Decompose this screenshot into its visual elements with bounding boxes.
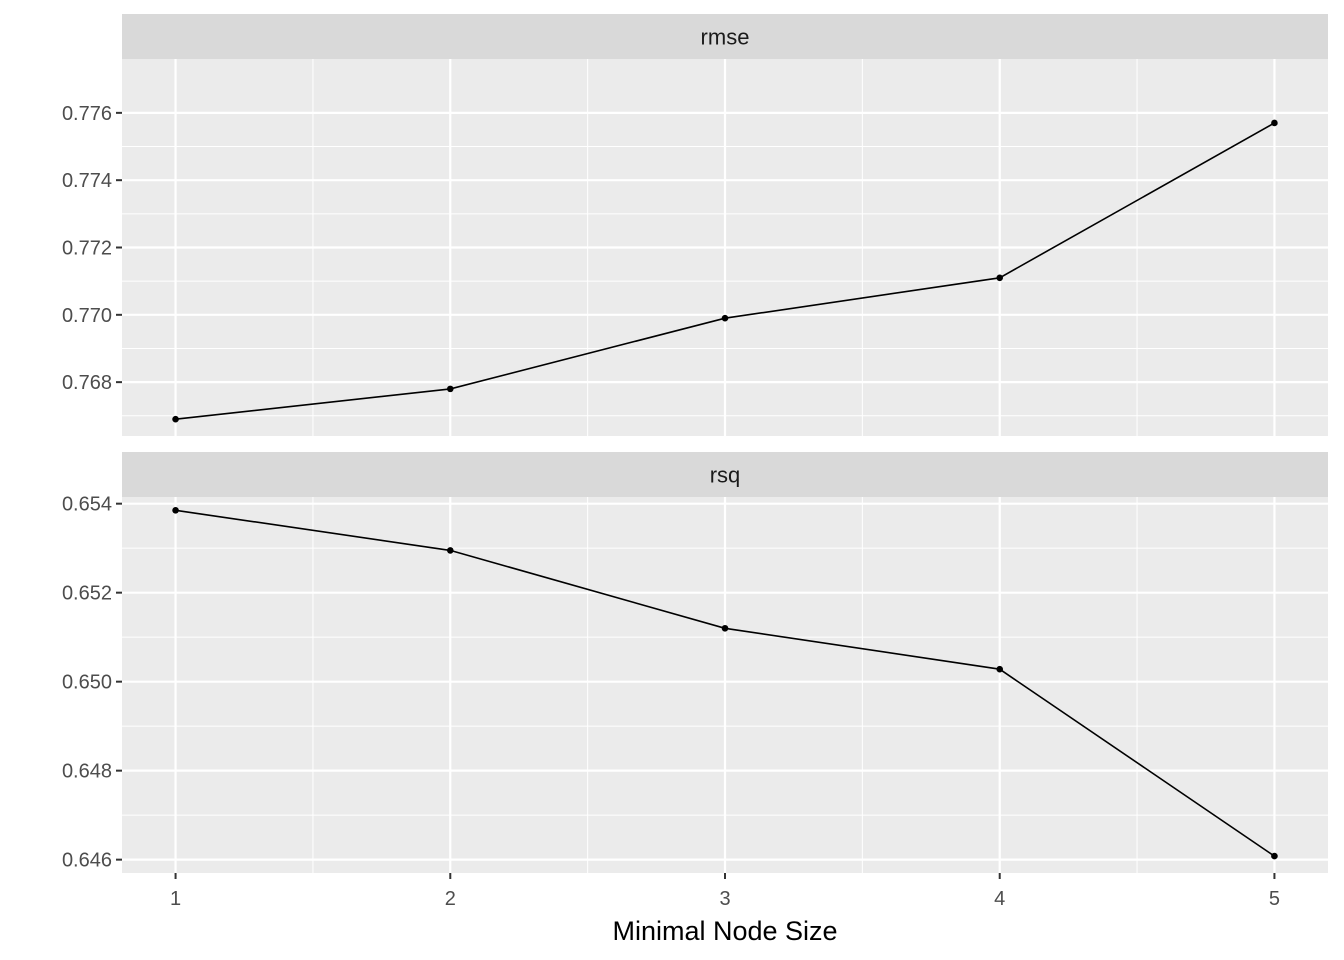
y-tick-label: 0.654 [62, 494, 112, 516]
facet-strip-label: rsq [710, 463, 741, 488]
x-tick-label: 3 [719, 888, 730, 910]
x-tick-label: 5 [1269, 888, 1280, 910]
y-tick-label: 0.768 [62, 372, 112, 394]
y-tick-label: 0.650 [62, 672, 112, 694]
data-point [446, 547, 454, 554]
data-point [172, 507, 179, 514]
y-tick-label: 0.652 [62, 583, 112, 605]
facet-rmse: rmse 0.768 0.770 0.772 0.774 0.776 [62, 14, 1328, 436]
facet-strip [122, 452, 1328, 497]
data-point [446, 385, 454, 393]
y-tick-label: 0.772 [62, 238, 112, 260]
data-point [721, 624, 729, 632]
data-point [996, 665, 1004, 673]
x-tick-label: 4 [994, 888, 1005, 910]
x-tick-label: 2 [445, 888, 456, 910]
x-tick-label: 1 [170, 888, 181, 910]
data-point [172, 415, 179, 423]
data-point [996, 274, 1004, 282]
facet-strip [122, 14, 1328, 59]
facet-strip-label: rmse [701, 25, 750, 50]
y-tick-label: 0.646 [62, 850, 112, 872]
x-axis-title: Minimal Node Size [612, 916, 837, 946]
y-tick-label: 0.648 [62, 761, 112, 783]
data-point [721, 314, 729, 322]
facet-rsq: rsq 0.646 0.648 0.650 0.652 0.654 [62, 452, 1328, 873]
data-point [1271, 852, 1278, 860]
x-axis: 1 2 3 4 5 [170, 873, 1280, 910]
y-tick-label: 0.776 [62, 103, 112, 125]
data-point [1271, 119, 1278, 127]
y-tick-label: 0.774 [62, 170, 112, 192]
y-tick-label: 0.770 [62, 305, 112, 327]
